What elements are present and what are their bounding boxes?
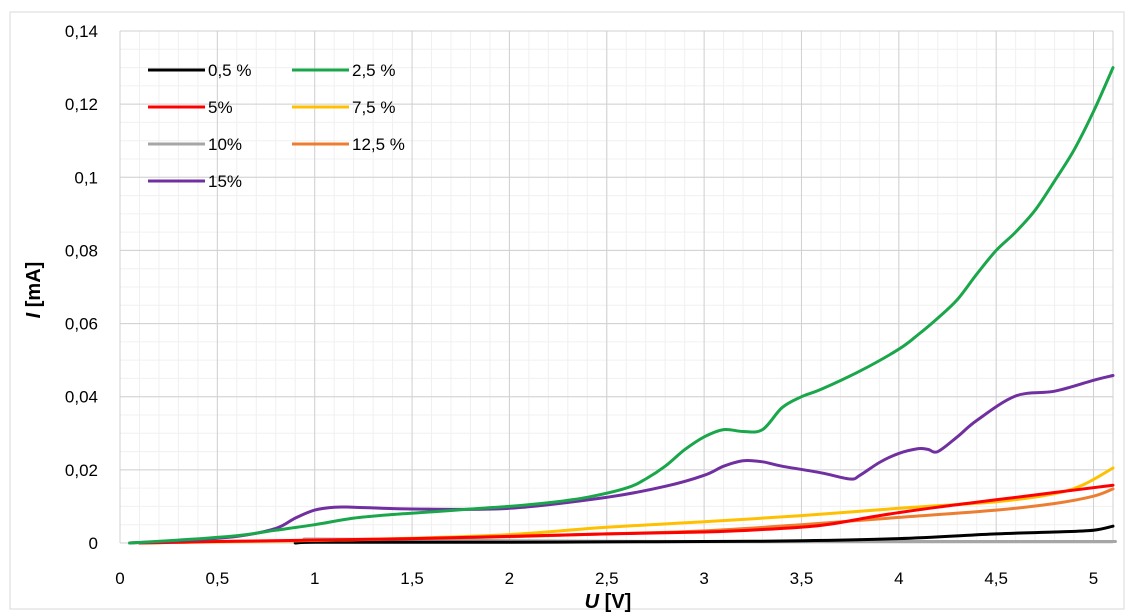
x-axis-tick-labels: 0 0,5 1 1,5 2 2,5 3 3,5 4 4,5 5 (115, 569, 1098, 588)
series-line (293, 524, 1115, 545)
y-tick-label: 0,1 (74, 168, 98, 187)
x-tick-label: 4 (894, 569, 903, 588)
x-tick-label: 0,5 (206, 569, 230, 588)
series-line (128, 66, 1115, 545)
x-tick-label: 2 (505, 569, 514, 588)
plot-series-group (128, 66, 1117, 545)
x-tick-label: 4,5 (984, 569, 1008, 588)
x-tick-label: 1,5 (400, 569, 424, 588)
x-tick-label: 3 (699, 569, 708, 588)
y-tick-label: 0,06 (65, 315, 98, 334)
legend-label: 10% (208, 135, 242, 154)
legend-label: 5% (208, 98, 233, 117)
y-axis-tick-labels: 0 0,02 0,04 0,06 0,08 0,1 0,12 0,14 (65, 22, 98, 553)
x-tick-label: 3,5 (790, 569, 814, 588)
series-line (138, 483, 1115, 545)
x-tick-label: 0 (115, 569, 124, 588)
x-axis-title: U [V] (585, 591, 632, 613)
y-tick-label: 0 (89, 534, 98, 553)
x-tick-label: 2,5 (595, 569, 619, 588)
y-tick-label: 0,02 (65, 461, 98, 480)
x-tick-label: 1 (310, 569, 319, 588)
legend: 0,5 % 2,5 % 5% 7,5 % 10% 12,5 % 15% (148, 61, 405, 191)
legend-label: 2,5 % (352, 61, 395, 80)
series-line (128, 374, 1115, 545)
y-tick-label: 0,12 (65, 95, 98, 114)
y-tick-label: 0,14 (65, 22, 98, 41)
chart-area-border (9, 11, 1125, 610)
x-tick-label: 5 (1089, 569, 1098, 588)
y-tick-label: 0,08 (65, 241, 98, 260)
legend-label: 15% (208, 172, 242, 191)
legend-label: 7,5 % (352, 98, 395, 117)
legend-label: 0,5 % (208, 61, 251, 80)
y-tick-label: 0,04 (65, 388, 98, 407)
legend-label: 12,5 % (352, 135, 405, 154)
y-axis-title: I [mA] (23, 262, 45, 319)
